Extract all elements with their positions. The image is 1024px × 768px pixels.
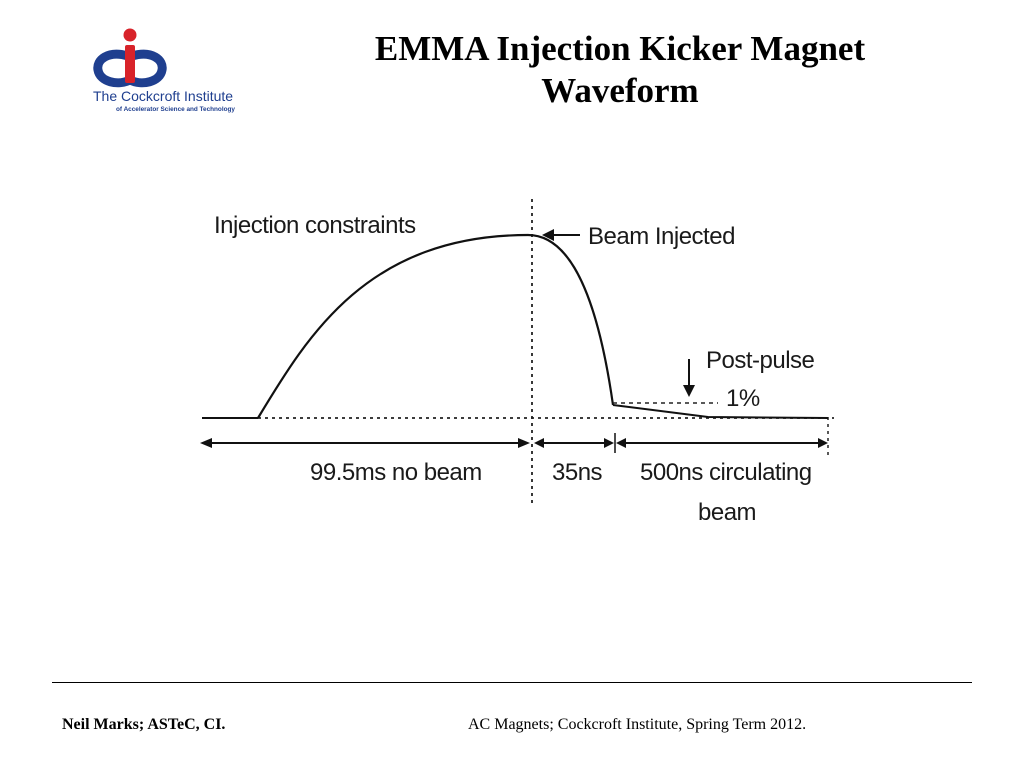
slide-title-line-1: EMMA Injection Kicker Magnet <box>374 29 866 68</box>
logo-tagline: of Accelerator Science and Technology <box>116 106 235 113</box>
label-beam-injected: Beam Injected <box>588 223 735 250</box>
beam-injected-arrow-head <box>542 229 554 241</box>
label-injection-constraints: Injection constraints <box>214 212 416 239</box>
post-pulse-arrow-head <box>683 385 695 397</box>
label-fall-time: 35ns <box>552 459 603 486</box>
logo-name: The Cockcroft Institute <box>93 88 234 104</box>
slide-title-line-2: Waveform <box>541 71 699 110</box>
logo-mark-icon <box>93 28 167 88</box>
label-post-pulse-value: 1% <box>726 385 760 412</box>
label-circulating-line-1: 500ns circulating <box>640 459 812 486</box>
label-circulating-line-2: beam <box>698 499 757 526</box>
waveform-rise <box>257 233 529 419</box>
waveform-drawing <box>200 199 834 505</box>
label-no-beam: 99.5ms no beam <box>310 459 482 486</box>
waveform-post-pulse-tail <box>612 404 829 419</box>
label-post-pulse: Post-pulse <box>706 347 815 374</box>
footer-author: Neil Marks; ASTeC, CI. <box>62 716 226 733</box>
footer-course: AC Magnets; Cockcroft Institute, Spring … <box>468 716 807 733</box>
slide-title: EMMA Injection Kicker Magnet Waveform <box>300 28 940 112</box>
waveform-fall <box>527 233 615 406</box>
cockcroft-institute-logo: The Cockcroft Institute of Accelerator S… <box>90 26 250 118</box>
footer-divider <box>52 682 972 683</box>
kicker-waveform-figure: Injection constraints Beam Injected Post… <box>198 195 838 540</box>
